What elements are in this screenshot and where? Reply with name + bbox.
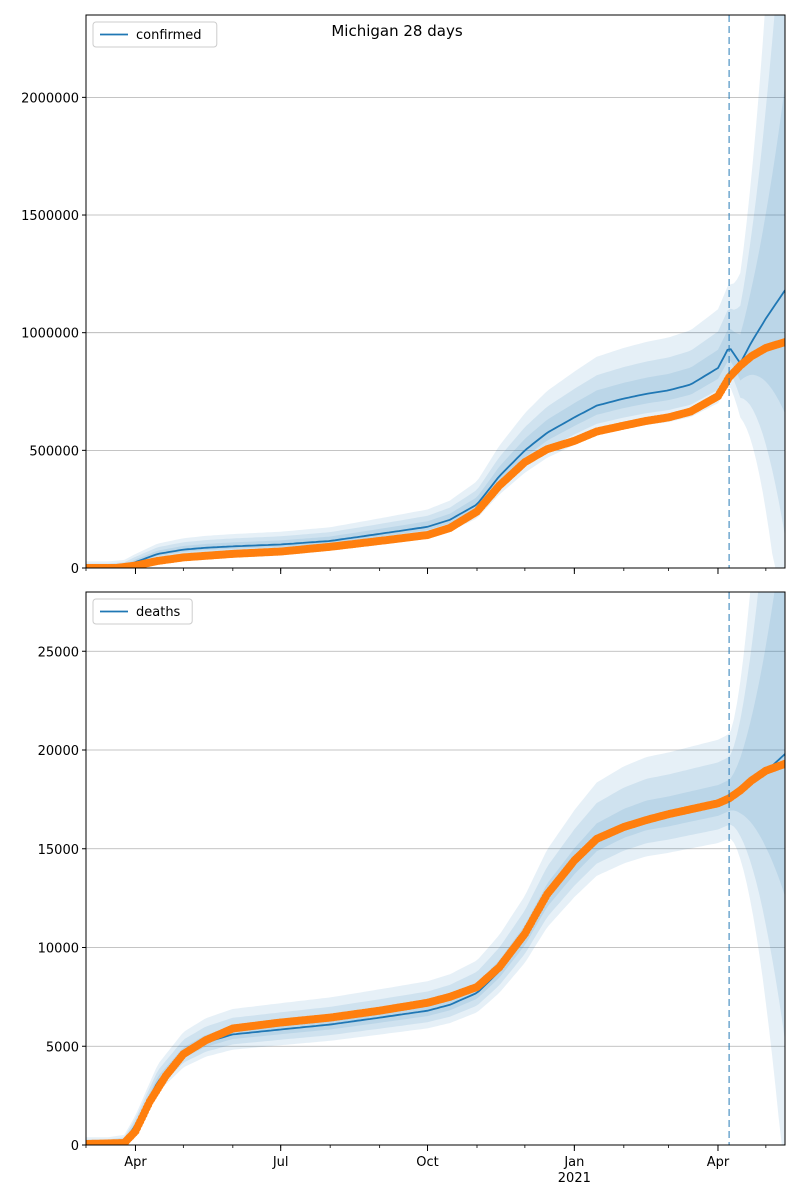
y-tick-label: 1000000 <box>21 327 79 342</box>
y-tick-label: 25000 <box>38 645 79 660</box>
plot-area <box>86 592 785 1145</box>
x-tick-label: Jul <box>272 1155 289 1170</box>
legend: confirmed <box>92 21 218 48</box>
deaths-panel: 0 5000 10000 15000 20000 25000 Apr Jul Oct Jan Apr… <box>38 591 786 1186</box>
y-tick-label: 1500000 <box>21 209 79 224</box>
legend-box <box>92 598 193 625</box>
x-tick-label: Apr <box>124 1155 147 1170</box>
legend-label: deaths <box>136 605 181 620</box>
x-tick-label: Jan <box>563 1155 584 1170</box>
uncertainty-band <box>86 592 785 1145</box>
y-tick-label: 10000 <box>38 942 79 957</box>
figure-title: Michigan 28 days <box>331 22 462 40</box>
x-year-label: 2021 <box>558 1171 591 1186</box>
x-tick-label: Apr <box>707 1155 730 1170</box>
y-tick-label: 0 <box>71 562 79 577</box>
axes-frame <box>85 591 786 1146</box>
axes-frame <box>85 14 786 569</box>
x-tick-label: Oct <box>416 1155 438 1170</box>
legend-label: confirmed <box>136 28 202 43</box>
confirmed-fit-line <box>86 289 785 568</box>
y-tick-label: 20000 <box>38 744 79 759</box>
y-tick-label: 15000 <box>38 843 79 858</box>
observed-point <box>781 338 785 347</box>
y-tick-label: 0 <box>71 1139 79 1154</box>
observed-point <box>781 759 785 768</box>
legend: deaths <box>92 598 193 625</box>
y-tick-label: 5000 <box>46 1040 79 1055</box>
legend-box <box>92 21 218 48</box>
confirmed-panel: 0 500000 1000000 1500000 2000000 confirmed <box>21 14 786 577</box>
y-tick-label: 2000000 <box>21 91 79 106</box>
plot-area <box>86 15 785 568</box>
y-tick-label: 500000 <box>29 444 79 459</box>
